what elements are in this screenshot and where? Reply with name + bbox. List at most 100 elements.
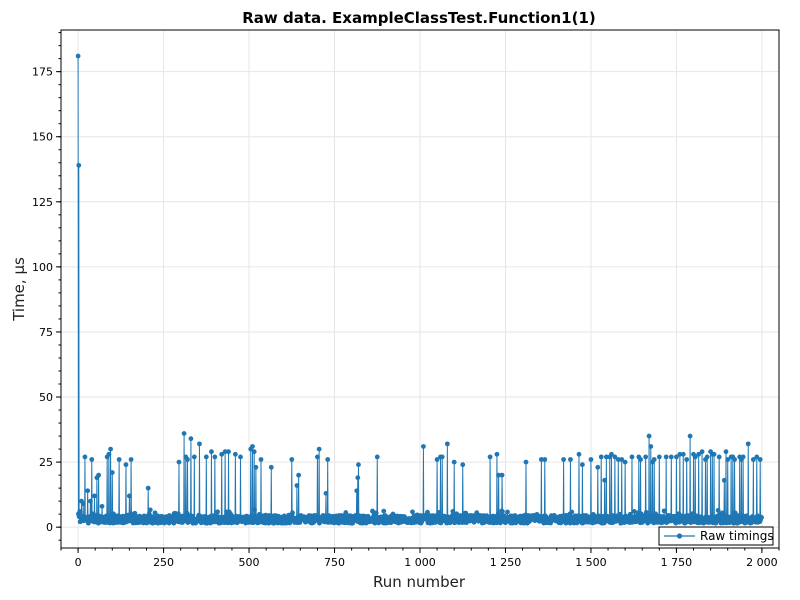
- x-tick-label: 0: [75, 556, 82, 569]
- data-point: [690, 511, 695, 517]
- data-point: [238, 454, 243, 460]
- data-point: [439, 454, 445, 460]
- data-point: [232, 451, 238, 457]
- data-point: [315, 454, 320, 460]
- data-point: [612, 454, 618, 460]
- data-point: [89, 457, 95, 462]
- x-tick-label: 1 250: [490, 556, 522, 569]
- y-tick-label: 100: [32, 261, 53, 274]
- data-point: [123, 462, 129, 468]
- data-point: [674, 454, 679, 460]
- data-point: [576, 451, 582, 457]
- data-point: [289, 457, 295, 462]
- legend-marker-sample: [676, 533, 683, 539]
- data-point: [663, 454, 669, 460]
- data-point: [253, 464, 259, 470]
- data-point: [434, 457, 440, 462]
- data-point: [754, 454, 760, 460]
- data-point: [171, 520, 177, 526]
- data-point: [185, 457, 190, 462]
- data-point: [684, 457, 690, 462]
- data-point: [656, 454, 662, 460]
- data-point: [580, 462, 585, 468]
- data-point: [711, 451, 717, 457]
- data-point: [325, 457, 331, 462]
- data-point: [680, 451, 686, 457]
- data-point: [444, 441, 450, 447]
- data-point: [374, 454, 380, 460]
- data-point: [494, 451, 500, 457]
- data-point: [108, 446, 113, 452]
- y-tick-label: 75: [39, 326, 53, 339]
- data-point: [215, 509, 220, 515]
- data-point: [268, 464, 274, 470]
- data-point: [176, 459, 182, 465]
- y-tick-label: 0: [46, 521, 53, 534]
- data-point: [323, 490, 329, 496]
- data-point: [75, 53, 81, 59]
- data-point: [450, 509, 456, 514]
- data-point: [622, 459, 628, 465]
- data-point: [356, 462, 361, 468]
- data-point: [500, 509, 505, 514]
- data-point: [209, 449, 214, 455]
- data-point: [354, 488, 360, 494]
- data-point: [732, 457, 737, 462]
- y-axis: 0 25 50 75 100 125 150 175: [32, 32, 61, 541]
- data-point: [106, 451, 112, 457]
- data-point: [704, 454, 710, 460]
- data-point: [421, 444, 426, 449]
- data-point: [687, 433, 693, 439]
- data-point: [296, 472, 302, 478]
- data-point: [116, 457, 122, 462]
- x-tick-label: 250: [153, 556, 174, 569]
- data-point: [505, 509, 510, 515]
- data-point: [76, 162, 82, 168]
- data-point: [92, 493, 97, 499]
- data-point: [569, 509, 575, 515]
- data-point: [184, 510, 190, 516]
- data-point: [197, 441, 202, 447]
- data-point: [638, 457, 643, 462]
- data-point: [250, 444, 255, 449]
- data-point: [699, 449, 705, 455]
- data-point: [372, 520, 378, 526]
- data-point: [499, 472, 505, 478]
- data-point: [723, 449, 729, 455]
- legend-entry-raw-timings: Raw timings: [700, 529, 774, 543]
- data-point: [598, 454, 604, 460]
- data-point: [222, 449, 228, 455]
- data-point: [615, 457, 621, 462]
- data-point: [188, 436, 194, 442]
- data-point: [740, 454, 746, 460]
- legend: Raw timings: [658, 526, 774, 546]
- data-point: [80, 501, 86, 507]
- data-point: [759, 515, 764, 520]
- data-point: [677, 451, 683, 457]
- data-point: [226, 449, 231, 455]
- data-point: [147, 507, 153, 513]
- data-point: [77, 509, 83, 514]
- x-tick-label: 1 000: [404, 556, 436, 569]
- data-point: [696, 451, 702, 457]
- data-point: [410, 509, 415, 515]
- data-point: [451, 459, 457, 465]
- data-point: [631, 509, 637, 514]
- x-tick-label: 2 000: [746, 556, 778, 569]
- data-point: [496, 472, 502, 478]
- data-point: [568, 457, 573, 462]
- legend-box: [658, 526, 774, 546]
- data-point: [251, 449, 257, 455]
- data-point: [294, 483, 300, 488]
- data-point: [381, 508, 387, 514]
- y-tick-label: 175: [32, 66, 53, 79]
- data-point: [145, 485, 151, 491]
- data-point: [725, 457, 731, 462]
- data-point: [588, 457, 594, 462]
- x-axis: 0 250 500 750 1 000 1 250 1 500 1 750 2 000: [60, 548, 780, 569]
- data-point: [716, 454, 722, 460]
- data-point: [128, 457, 134, 462]
- data-point: [603, 454, 609, 460]
- x-axis-label: Run number: [373, 573, 466, 591]
